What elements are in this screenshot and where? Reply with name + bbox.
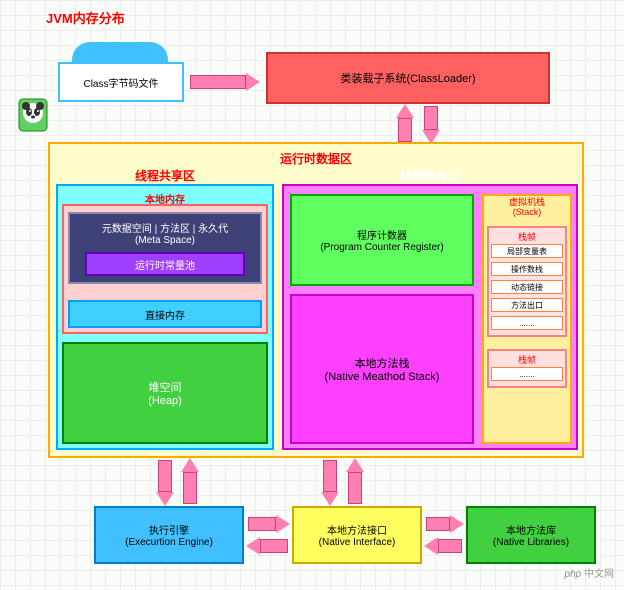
pcr-line2: (Program Counter Register) — [320, 242, 443, 253]
engine-line1: 执行引擎 — [149, 522, 189, 537]
classfile-box: Class字节码文件 — [58, 62, 184, 102]
nativelib-line2: (Native Libraries) — [493, 537, 569, 548]
stackframe-1: 栈帧 局部变量表 操作数栈 动态链接 方法出口 ....... — [487, 226, 567, 337]
engine-box: 执行引擎 (Execurtion Engine) — [94, 506, 244, 564]
frame-item: 局部变量表 — [491, 244, 563, 258]
arrow-rt-ni-down — [320, 460, 340, 504]
frame2-label: 栈帧 — [489, 353, 565, 366]
directmem-box: 直接内存 — [68, 300, 262, 328]
runtime-label: 运行时数据区 — [50, 150, 582, 167]
engine-line2: (Execurtion Engine) — [125, 537, 213, 548]
arrow-loader-runtime-down — [421, 106, 441, 142]
nativelib-box: 本地方法库 (Native Libraries) — [466, 506, 596, 564]
diagram-title: JVM内存分布 — [46, 8, 125, 27]
nms-box: 本地方法栈 (Native Meathod Stack) — [290, 294, 474, 444]
nativeif-box: 本地方法接口 (Native Interface) — [292, 506, 422, 564]
metaspace-line1: 元数据空间 | 方法区 | 永久代 — [102, 220, 228, 235]
constpool-box: 运行时常量池 — [85, 252, 245, 276]
nativelib-line1: 本地方法库 — [506, 522, 556, 537]
classloader-label: 类装载子系统(ClassLoader) — [340, 70, 475, 86]
arrow-eng-ni-l — [248, 538, 288, 554]
private-label: 线程私有区 — [284, 167, 576, 184]
frame-item: ....... — [491, 316, 563, 330]
nms-line1: 本地方法栈 — [355, 355, 410, 371]
arrow-rt-eng-up — [180, 460, 200, 504]
arrow-classfile-loader: .arrow-right::after{border-left-color:#f… — [190, 72, 258, 92]
vmstack-box: 虚拟机栈(Stack) 栈帧 局部变量表 操作数栈 动态链接 方法出口 ....… — [482, 194, 572, 444]
directmem-label: 直接内存 — [145, 307, 185, 322]
shared-label: 线程共享区 — [58, 167, 272, 184]
panda-icon — [16, 96, 50, 134]
classfile-tab — [72, 42, 168, 64]
frame-item: 动态链接 — [491, 280, 563, 294]
stackframe-2: 栈帧 ....... — [487, 349, 567, 388]
classfile-label: Class字节码文件 — [83, 75, 158, 90]
arrow-ni-nl-r — [426, 516, 462, 532]
arrow-rt-eng-down — [155, 460, 175, 504]
watermark: php 中文网 — [565, 565, 614, 580]
arrow-ni-nl-l — [426, 538, 462, 554]
arrow-runtime-loader-up — [395, 106, 415, 142]
metaspace-line2: (Meta Space) — [135, 235, 195, 246]
frame-item: 操作数栈 — [491, 262, 563, 276]
watermark-text: 中文网 — [584, 569, 614, 580]
watermark-brand: php — [565, 569, 582, 580]
frame-item: 方法出口 — [491, 298, 563, 312]
nativeif-line1: 本地方法接口 — [327, 522, 387, 537]
native-mem-label: 本地内存 — [64, 191, 266, 206]
metaspace-box: 元数据空间 | 方法区 | 永久代 (Meta Space) 运行时常量池 — [68, 212, 262, 284]
pcr-line1: 程序计数器 — [357, 227, 407, 242]
heap-line2: (Heap) — [148, 395, 182, 407]
pcr-box: 程序计数器 (Program Counter Register) — [290, 194, 474, 286]
frame-item: ....... — [491, 367, 563, 381]
vmstack-label: 虚拟机栈(Stack) — [484, 198, 570, 218]
heap-box: 堆空间 (Heap) — [62, 342, 268, 444]
arrow-eng-ni-r — [248, 516, 288, 532]
classloader-box: 类装载子系统(ClassLoader) — [266, 52, 550, 104]
constpool-label: 运行时常量池 — [135, 257, 195, 272]
frame1-label: 栈帧 — [489, 230, 565, 243]
heap-line1: 堆空间 — [149, 379, 182, 395]
nms-line2: (Native Meathod Stack) — [325, 371, 440, 383]
arrow-rt-ni-up — [345, 460, 365, 504]
nativeif-line2: (Native Interface) — [319, 537, 396, 548]
